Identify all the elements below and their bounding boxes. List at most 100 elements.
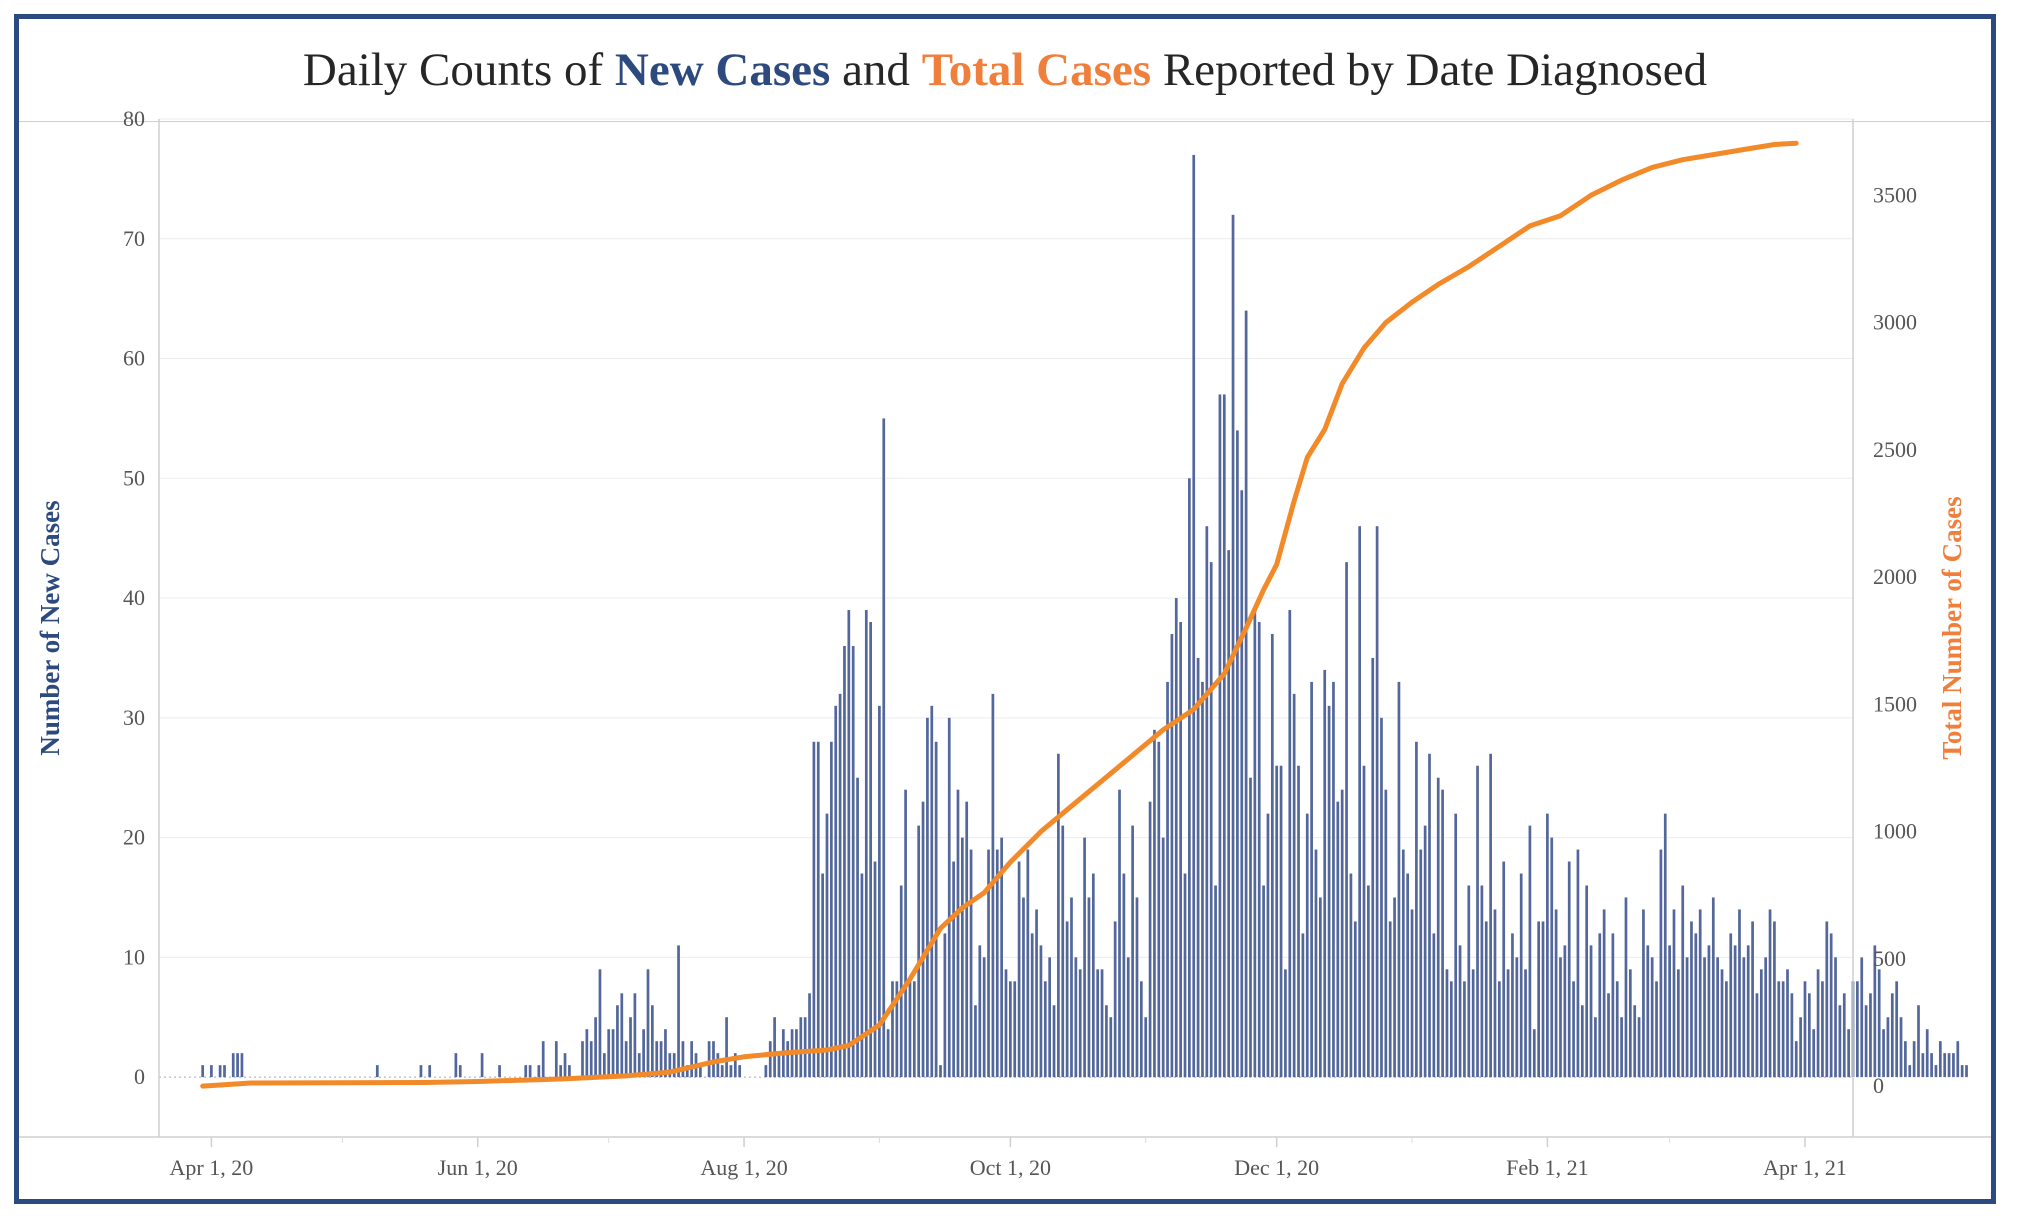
bar-new-cases [668,1053,672,1078]
bar-new-cases [965,801,969,1078]
bar-new-cases [1707,945,1711,1078]
bar-new-cases [1515,957,1519,1078]
bar-new-cases [1563,945,1567,1078]
bar-new-cases [969,849,973,1078]
bar-new-cases [1493,909,1497,1078]
bar-new-cases [1681,885,1685,1078]
bar-new-cases [664,1029,667,1078]
bar-new-cases [1829,933,1833,1078]
bar-new-cases [1327,705,1331,1078]
bar-new-cases [873,861,877,1078]
bar-new-cases [864,610,868,1078]
bar-new-cases [616,1005,619,1078]
bar-new-cases [1799,1017,1802,1078]
bar-new-cases [559,1065,563,1078]
bar-new-cases [816,741,820,1078]
bar-new-cases [738,1065,742,1078]
axes: 0 10 20 30 40 50 60 70 80 0 500 1000 1500 2000 2500 300… [19,106,1991,1180]
bar-new-cases [1856,981,1859,1078]
bar-new-cases [524,1065,528,1078]
bar-new-cases [1777,981,1781,1078]
bar-new-cases [733,1053,737,1078]
bar-new-cases [585,1029,589,1078]
bar-new-cases [707,1041,711,1078]
bars-new-cases [201,154,1968,1078]
bar-new-cases [1043,981,1047,1078]
bar-new-cases [1432,933,1436,1078]
bar-new-cases [1594,1017,1597,1078]
bar-new-cases [1096,969,1100,1078]
y-left-tick-label: 30 [123,705,145,730]
bar-new-cases [1908,1065,1912,1078]
bar-new-cases [729,1065,733,1078]
bar-new-cases [821,873,824,1078]
bar-new-cases [1917,1005,1920,1078]
bar-new-cases [1353,921,1357,1078]
bar-new-cases [1489,753,1492,1078]
bar-new-cases [620,993,624,1078]
bar-new-cases [878,705,881,1078]
bar-new-cases [1039,945,1043,1078]
bar-new-cases [1279,765,1283,1078]
bar-new-cases [1816,969,1820,1078]
bar-new-cases [1873,945,1877,1078]
bar-new-cases [891,981,894,1078]
bar-new-cases [1716,957,1720,1078]
bar-new-cases [1842,993,1846,1078]
bar-new-cases [1371,657,1375,1078]
bar-new-cases [201,1065,205,1078]
y-left-tick-label: 70 [123,226,145,251]
bar-new-cases [1550,837,1554,1078]
bar-new-cases [1882,1029,1885,1078]
bar-new-cases [1458,945,1462,1078]
bar-new-cases [773,1017,776,1078]
bar-new-cases [594,1017,597,1078]
bar-new-cases [1755,993,1759,1078]
bar-new-cases [1275,765,1279,1078]
bar-new-cases [1270,633,1274,1078]
y-left-tick-label: 10 [123,944,145,969]
bar-new-cases [1428,753,1431,1078]
bar-new-cases [1546,813,1549,1078]
bar-new-cases [1960,1065,1964,1078]
bar-new-cases [777,1053,781,1078]
bar-new-cases [851,645,855,1078]
bar-new-cases [1672,909,1676,1078]
bar-new-cases [899,885,903,1078]
bar-new-cases [1266,813,1270,1078]
bar-new-cases [1764,957,1768,1078]
bar-new-cases [1720,969,1724,1078]
bar-new-cases [1192,154,1196,1078]
bar-new-cases [1528,825,1532,1078]
bar-new-cases [1559,957,1562,1078]
bar-new-cases [1436,777,1440,1078]
bar-new-cases [1441,789,1444,1078]
bar-new-cases [1607,993,1610,1078]
bar-new-cases [1694,933,1698,1078]
bar-new-cases [1131,825,1134,1078]
bar-new-cases [537,1065,541,1078]
bar-new-cases [611,1029,615,1078]
bar-new-cases [1026,849,1030,1078]
bar-new-cases [1314,849,1318,1078]
bar-new-cases [1126,957,1130,1078]
bar-new-cases [1834,957,1837,1078]
bar-new-cases [1877,969,1881,1078]
bar-new-cases [1118,789,1121,1078]
bar-new-cases [1463,981,1466,1078]
bar-new-cases [1895,981,1899,1078]
bar-new-cases [1139,981,1143,1078]
bar-new-cases [1869,993,1872,1078]
bar-new-cases [541,1041,545,1078]
chart-title: Daily Counts of New Cases and Total Case… [19,19,1991,122]
bar-new-cases [1397,681,1401,1078]
bar-new-cases [1759,969,1763,1078]
bar-new-cases [1074,957,1078,1078]
bar-new-cases [210,1065,213,1078]
bar-new-cases [589,1041,593,1078]
bar-new-cases [1323,669,1327,1078]
bar-new-cases [1222,394,1226,1078]
bar-new-cases [1249,777,1252,1078]
bar-new-cases [908,981,912,1078]
bar-new-cases [1637,1017,1641,1078]
